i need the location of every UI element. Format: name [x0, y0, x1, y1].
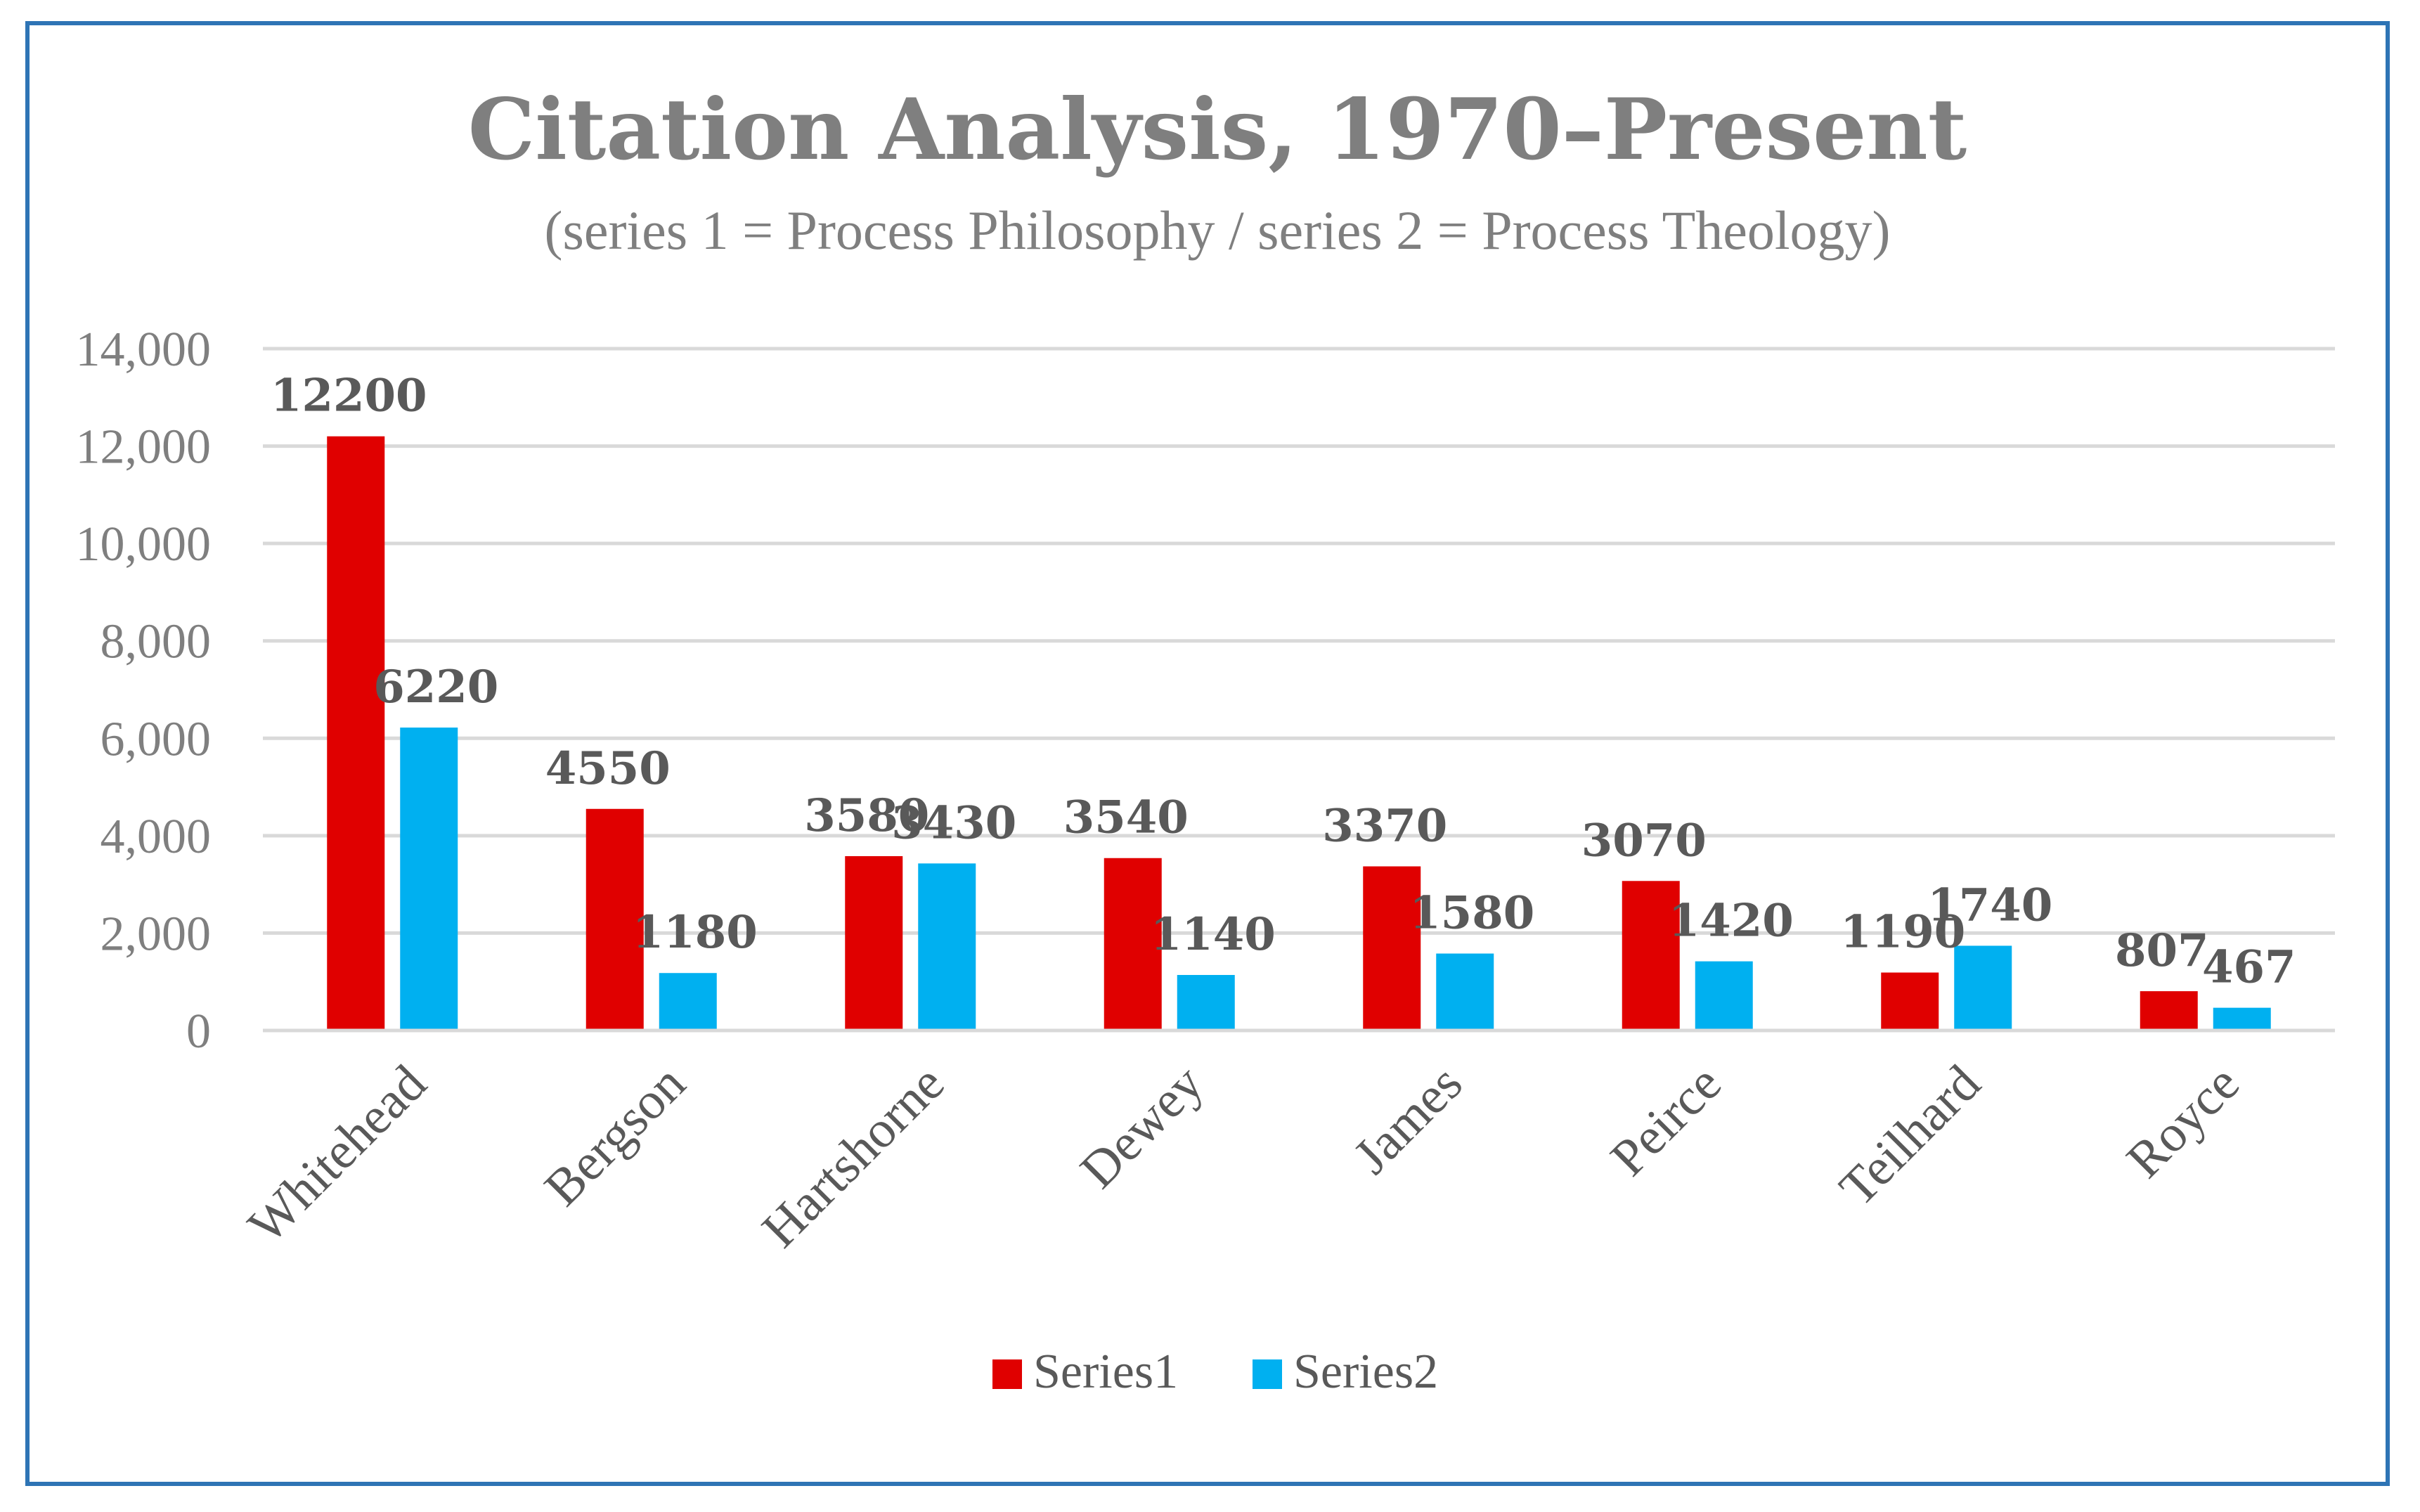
y-tick-label: 14,000 [76, 323, 212, 377]
legend-label: Series2 [1293, 1345, 1438, 1399]
chart-frame: Citation Analysis, 1970–Present (series … [25, 21, 2390, 1486]
bar-series2-hartshorne [918, 863, 976, 1030]
legend: Series1 Series2 [992, 1345, 1438, 1399]
y-tick-label: 12,000 [76, 420, 212, 474]
data-label: 807 [2115, 924, 2209, 977]
x-tick-label: Whitehead [238, 1054, 438, 1255]
bar-series2-dewey [1177, 975, 1235, 1030]
data-label: 1580 [1409, 887, 1534, 940]
bar-series1-peirce [1622, 881, 1680, 1030]
x-axis: Whitehead Bergson Hartshorne Dewey James Peir… [238, 1028, 2335, 1259]
bar-series1-whitehead [327, 436, 385, 1030]
data-label: 4550 [545, 742, 671, 795]
data-label: 3540 [1063, 791, 1189, 844]
bar-series2-james [1436, 953, 1494, 1030]
x-tick-label: Royce [2116, 1054, 2251, 1189]
bar-series1-teilhard [1881, 972, 1939, 1030]
bar-series1-dewey [1104, 858, 1162, 1030]
x-tick-label: Bergson [533, 1054, 696, 1217]
bar-series1-hartshorne [845, 855, 903, 1030]
data-label: 1190 [1840, 906, 1965, 959]
bar-series2-peirce [1695, 961, 1753, 1030]
x-tick-label: James [1342, 1054, 1473, 1185]
data-label: 1180 [633, 906, 758, 959]
data-label: 3580 [804, 789, 929, 842]
y-axis: 0 2,000 4,000 6,000 8,000 10,000 12,000 14,000 [76, 323, 212, 1059]
x-tick-label: Peirce [1600, 1054, 1733, 1187]
legend-swatch-series1 [992, 1359, 1022, 1389]
bar-series2-royce [2213, 1007, 2271, 1030]
y-tick-label: 2,000 [101, 907, 212, 961]
x-tick-label: Hartshorne [751, 1054, 955, 1258]
data-label: 3430 [891, 796, 1016, 849]
y-tick-label: 6,000 [101, 712, 212, 766]
data-label: 1140 [1151, 908, 1276, 961]
chart-title: Citation Analysis, 1970–Present [468, 80, 1967, 179]
bar-series1-james [1363, 866, 1421, 1030]
data-label: 467 [2202, 941, 2296, 994]
bar-series2-whitehead [400, 728, 458, 1030]
bar-series1-royce [2140, 991, 2198, 1030]
chart-subtitle: (series 1 = Process Philosophy / series … [545, 200, 1891, 261]
x-tick-label: Dewey [1070, 1054, 1215, 1199]
data-label: 12200 [271, 370, 427, 422]
data-label: 1420 [1669, 895, 1794, 948]
bars [327, 436, 2271, 1030]
bar-series2-bergson [659, 973, 717, 1030]
data-label: 1740 [1927, 879, 2052, 931]
bar-series1-bergson [585, 808, 644, 1030]
y-tick-label: 8,000 [101, 615, 212, 669]
bar-chart: Citation Analysis, 1970–Present (series … [76, 80, 2335, 1399]
x-tick-label: Teilhard [1829, 1054, 1992, 1217]
data-label: 6220 [373, 661, 498, 713]
legend-swatch-series2 [1253, 1359, 1282, 1389]
legend-label: Series1 [1033, 1345, 1178, 1399]
y-tick-label: 4,000 [101, 810, 212, 864]
y-tick-label: 10,000 [76, 517, 212, 571]
data-label: 3070 [1581, 814, 1707, 867]
bar-series2-teilhard [1954, 945, 2012, 1030]
data-label: 3370 [1322, 800, 1447, 853]
y-tick-label: 0 [186, 1004, 211, 1059]
